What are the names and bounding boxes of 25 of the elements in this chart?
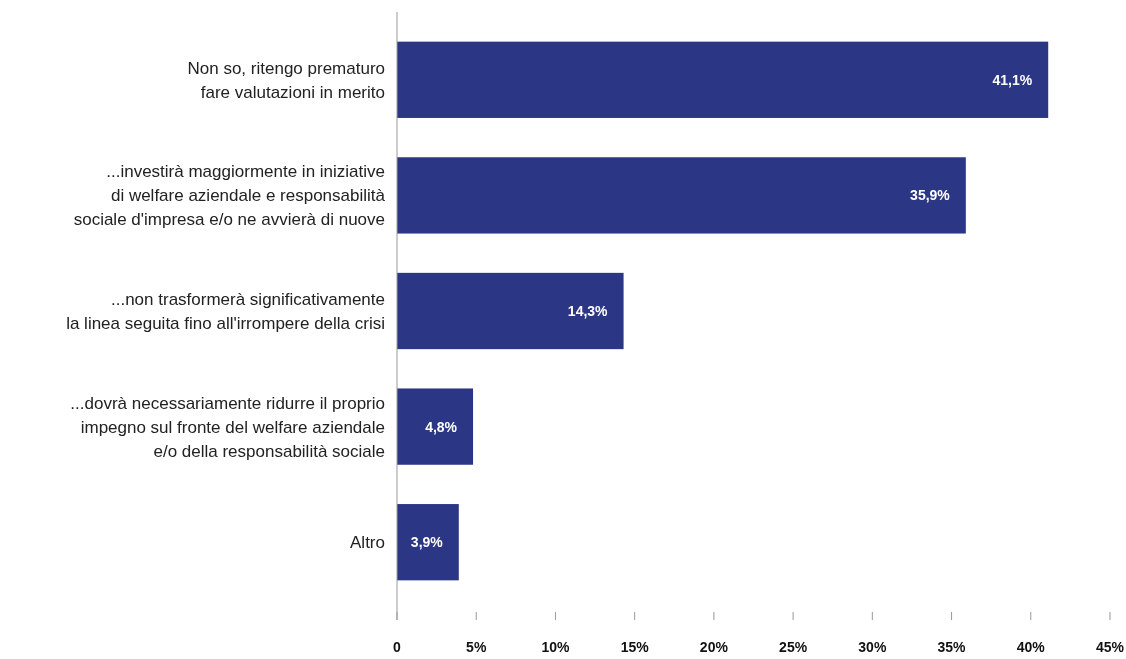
x-tick-label: 20% <box>699 639 729 655</box>
x-tick-label: 45% <box>1095 639 1125 655</box>
y-tick-label: ...dovrà necessariamente ridurre il proprio impegno sul fronte del welfare aziendale e/o della responsabilità sociale <box>70 393 385 461</box>
bar <box>397 272 624 350</box>
x-tick-label: 15% <box>620 639 650 655</box>
data-label: 3,9% <box>410 534 444 551</box>
bar <box>397 388 474 465</box>
data-label: 41,1% <box>992 71 1033 88</box>
y-tick-label: ...non trasformerà significativamente la linea seguita fino all'irrompere della crisi <box>66 289 385 333</box>
x-tick-label: 40% <box>1016 639 1046 655</box>
bar <box>397 504 459 581</box>
y-tick-label: Altro <box>350 533 385 553</box>
data-label: 35,9% <box>910 187 951 204</box>
bar <box>397 157 966 234</box>
x-tick-label: 10% <box>541 639 570 655</box>
x-tick-label: 0 <box>393 639 402 655</box>
data-label: 4,8% <box>425 418 458 435</box>
x-tick-label: 35% <box>937 639 967 655</box>
bar <box>397 41 1049 118</box>
x-tick-label: 30% <box>858 639 887 655</box>
data-label: 14,3% <box>567 302 609 319</box>
y-tick-label: Non so, ritengo prematuro fare valutazioni in merito <box>187 58 385 102</box>
y-tick-label: ...investirà maggiormente in iniziative di welfare aziendale e responsabilità sociale d'impresa e/o ne avvierà di nuove <box>73 162 386 230</box>
x-tick-label: 25% <box>779 639 808 655</box>
x-tick-label: 5% <box>466 639 487 655</box>
